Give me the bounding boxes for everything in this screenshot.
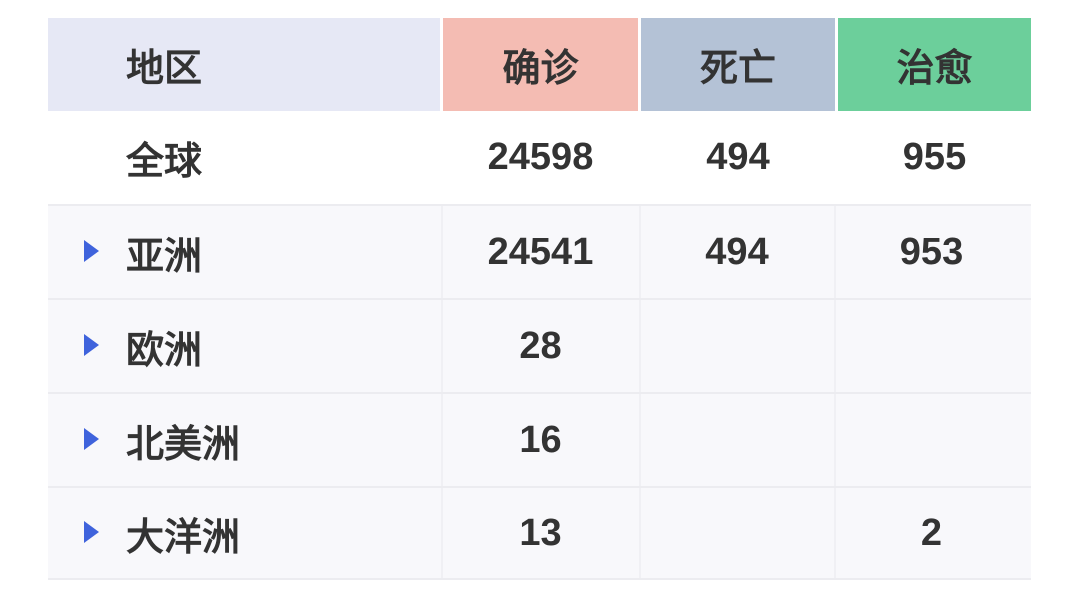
expand-triangle-icon[interactable] <box>84 240 99 262</box>
region-cell: 大洋洲 <box>126 516 241 559</box>
recovered-cell: 2 <box>834 488 1027 578</box>
table-row[interactable]: 欧洲 28 <box>48 298 1031 392</box>
table-row[interactable]: 北美洲 16 <box>48 392 1031 486</box>
region-cell: 全球 <box>126 141 203 183</box>
region-stats-table: 地区 确诊 死亡 治愈 全球 24598 494 955 亚洲 24541 49… <box>48 18 1031 580</box>
header-deaths[interactable]: 死亡 <box>641 18 835 111</box>
region-cell: 北美洲 <box>126 423 241 466</box>
deaths-cell <box>639 300 833 392</box>
table-row-global: 全球 24598 494 955 <box>48 111 1031 204</box>
recovered-cell: 955 <box>902 136 967 178</box>
recovered-cell <box>834 300 1027 392</box>
table-header: 地区 确诊 死亡 治愈 <box>48 18 1031 111</box>
deaths-cell <box>639 394 833 486</box>
confirmed-cell: 24598 <box>487 136 594 178</box>
expand-triangle-icon[interactable] <box>84 521 99 543</box>
recovered-cell: 953 <box>834 206 1027 298</box>
region-cell: 亚洲 <box>126 235 203 278</box>
table-row[interactable]: 大洋洲 13 2 <box>48 486 1031 580</box>
confirmed-cell: 28 <box>441 300 638 392</box>
table-row[interactable]: 亚洲 24541 494 953 <box>48 204 1031 298</box>
region-cell-wrap: 北美洲 <box>48 394 440 486</box>
confirmed-cell: 24541 <box>441 206 638 298</box>
header-region[interactable]: 地区 <box>48 18 440 111</box>
deaths-cell: 494 <box>639 206 833 298</box>
confirmed-cell: 13 <box>441 488 638 578</box>
header-recovered[interactable]: 治愈 <box>838 18 1031 111</box>
region-cell: 欧洲 <box>126 329 203 372</box>
deaths-cell: 494 <box>706 136 770 178</box>
header-confirmed[interactable]: 确诊 <box>443 18 638 111</box>
deaths-cell <box>639 488 833 578</box>
region-cell-wrap: 欧洲 <box>48 300 440 392</box>
recovered-cell <box>834 394 1027 486</box>
region-cell-wrap: 亚洲 <box>48 206 440 298</box>
expand-triangle-icon[interactable] <box>84 334 99 356</box>
confirmed-cell: 16 <box>441 394 638 486</box>
expand-triangle-icon[interactable] <box>84 428 99 450</box>
region-cell-wrap: 大洋洲 <box>48 488 440 578</box>
